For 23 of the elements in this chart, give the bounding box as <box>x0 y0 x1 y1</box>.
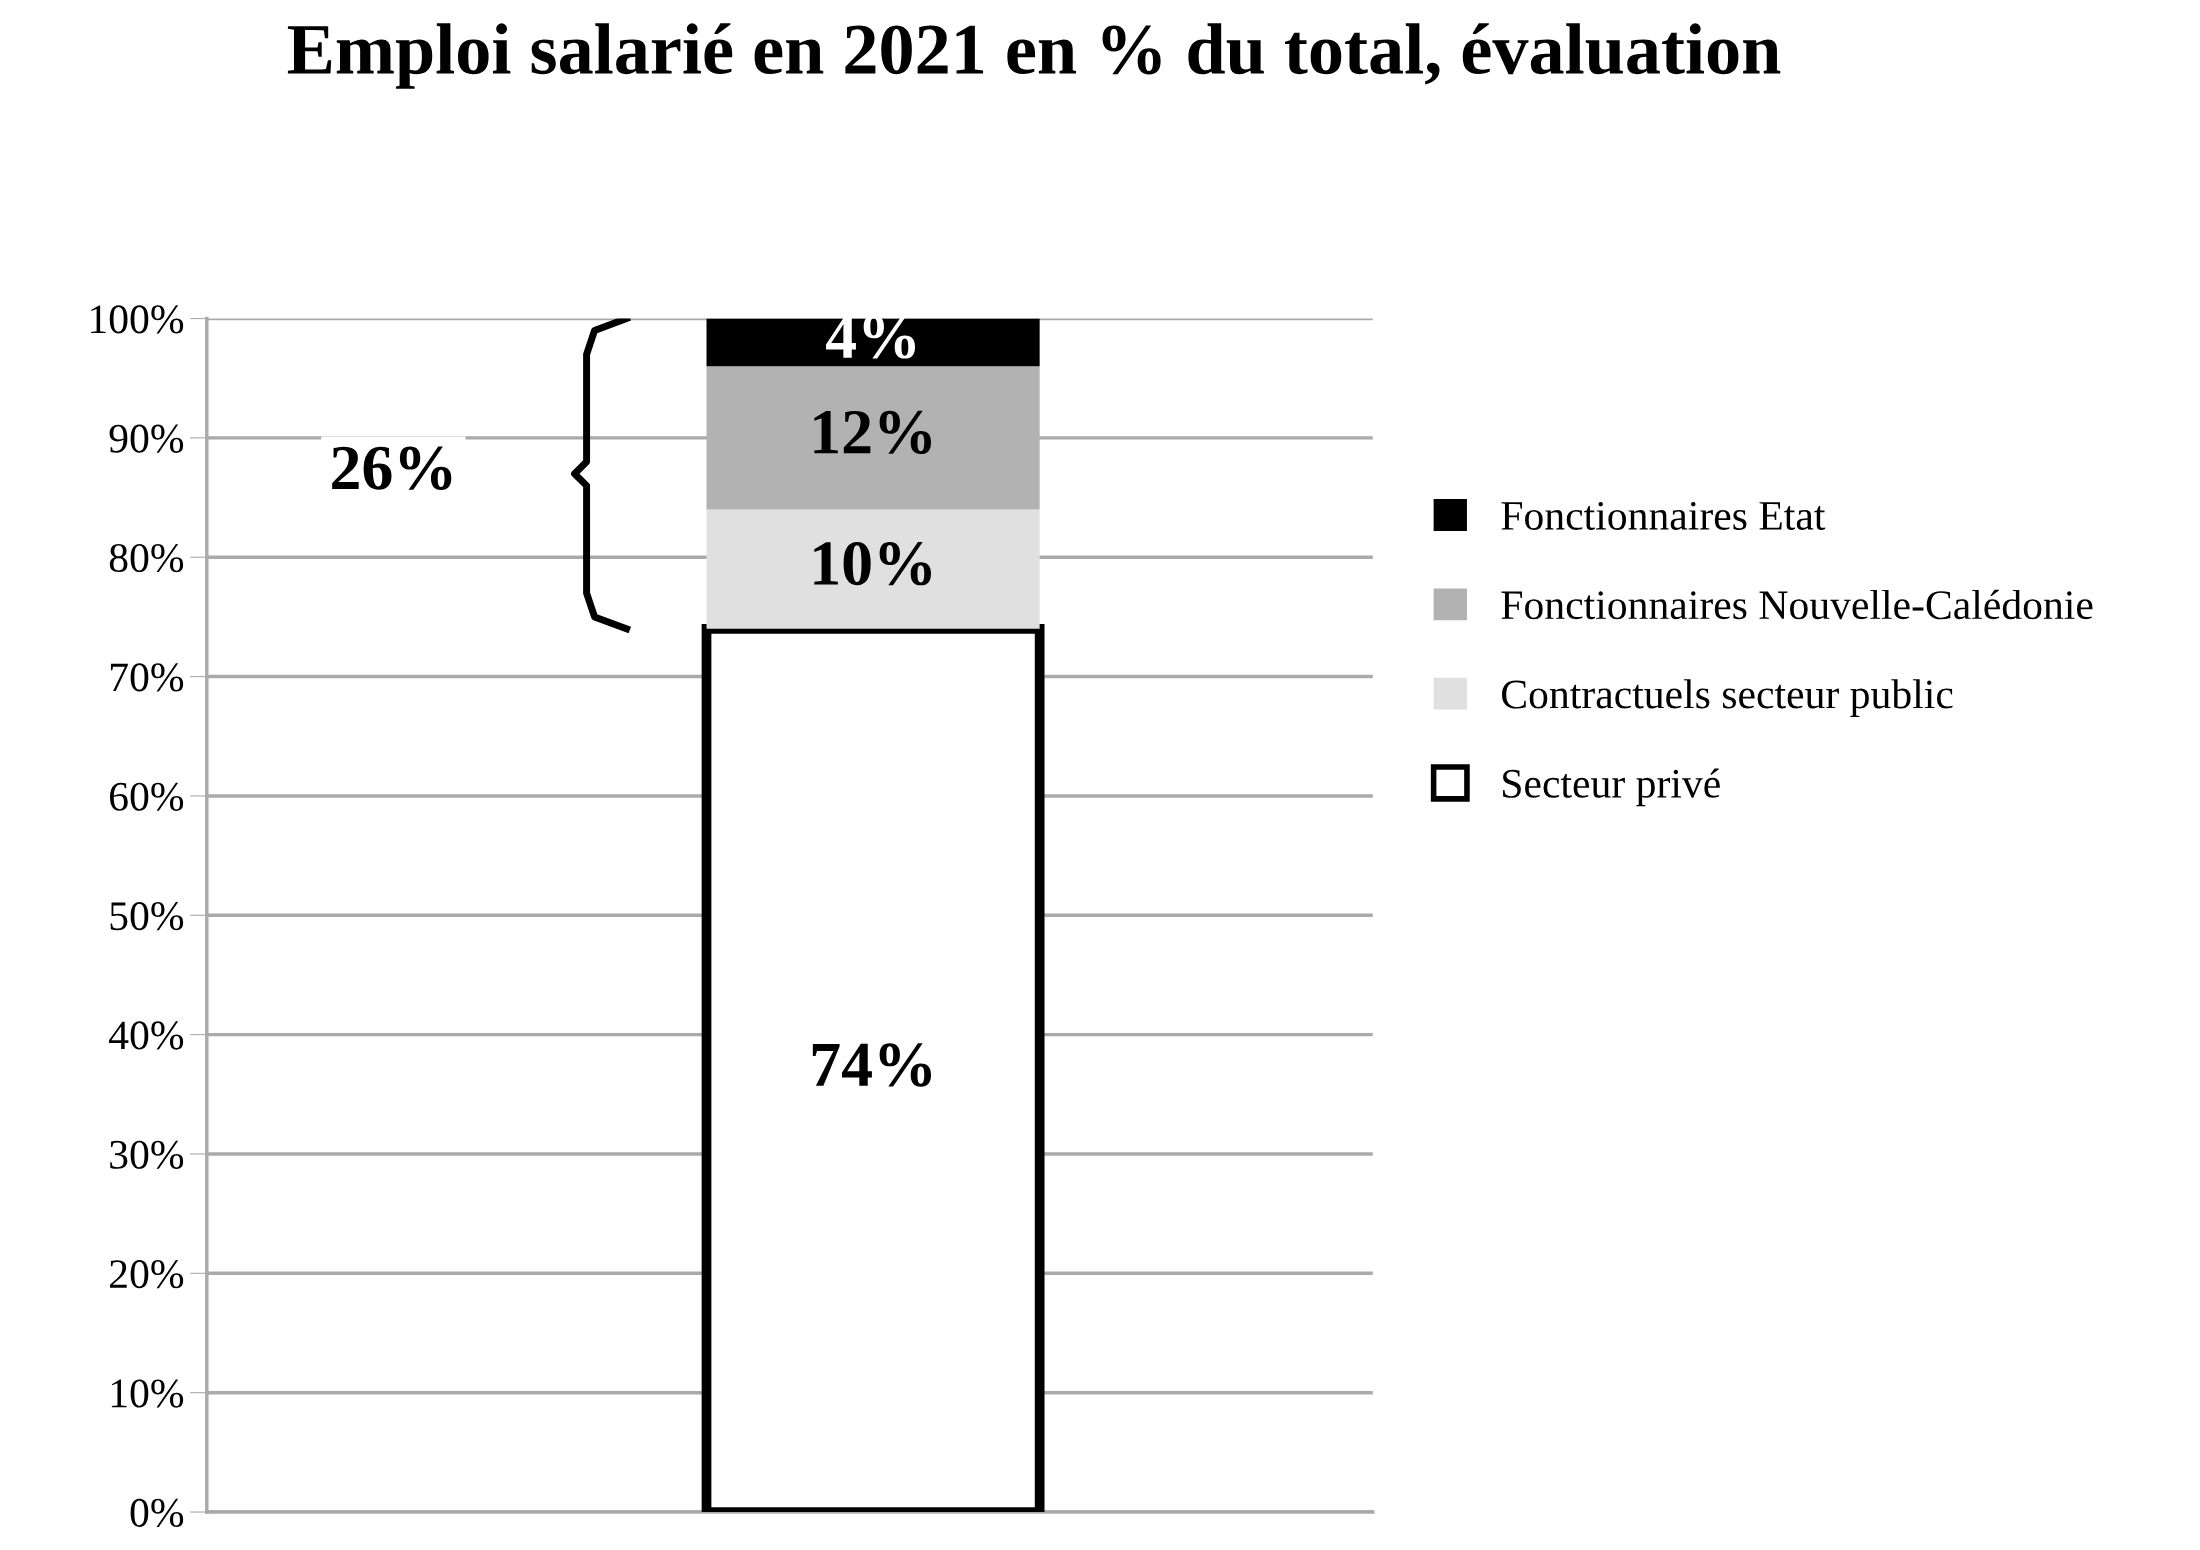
y-tick-label: 90% <box>109 424 184 453</box>
y-tick-label: 40% <box>109 1021 184 1050</box>
bar <box>706 318 1040 367</box>
legend-label: Contractuels secteur public <box>1502 679 1953 717</box>
y-tick-label: 20% <box>110 1260 184 1289</box>
y-tick-label: 0% <box>130 1498 184 1528</box>
y-tick-label: 80% <box>109 543 184 573</box>
legend-label: Secteur privé <box>1503 768 1720 807</box>
y-tick-label: 100% <box>91 305 184 334</box>
y-tick-label: 70% <box>110 663 184 692</box>
bar <box>706 509 1040 629</box>
y-tick-label: 60% <box>109 782 184 811</box>
chart-title: Emploi salarié en 2021 en % du total, évaluation <box>287 23 1781 89</box>
data-label: 74% <box>812 1043 931 1087</box>
legend-label: Fonctionnaires Nouvelle-Calédonie <box>1501 589 2093 620</box>
data-label: 12% <box>814 410 931 455</box>
y-tick-label: 30% <box>110 1140 184 1169</box>
annotation: 26% <box>332 446 452 490</box>
legend-label: Fonctionnaires Etat <box>1501 501 1826 530</box>
y-tick-label: 10% <box>111 1379 184 1408</box>
data-label: 4% <box>826 315 916 359</box>
y-tick-label: 50% <box>110 902 184 931</box>
data-label: 10% <box>814 542 931 586</box>
